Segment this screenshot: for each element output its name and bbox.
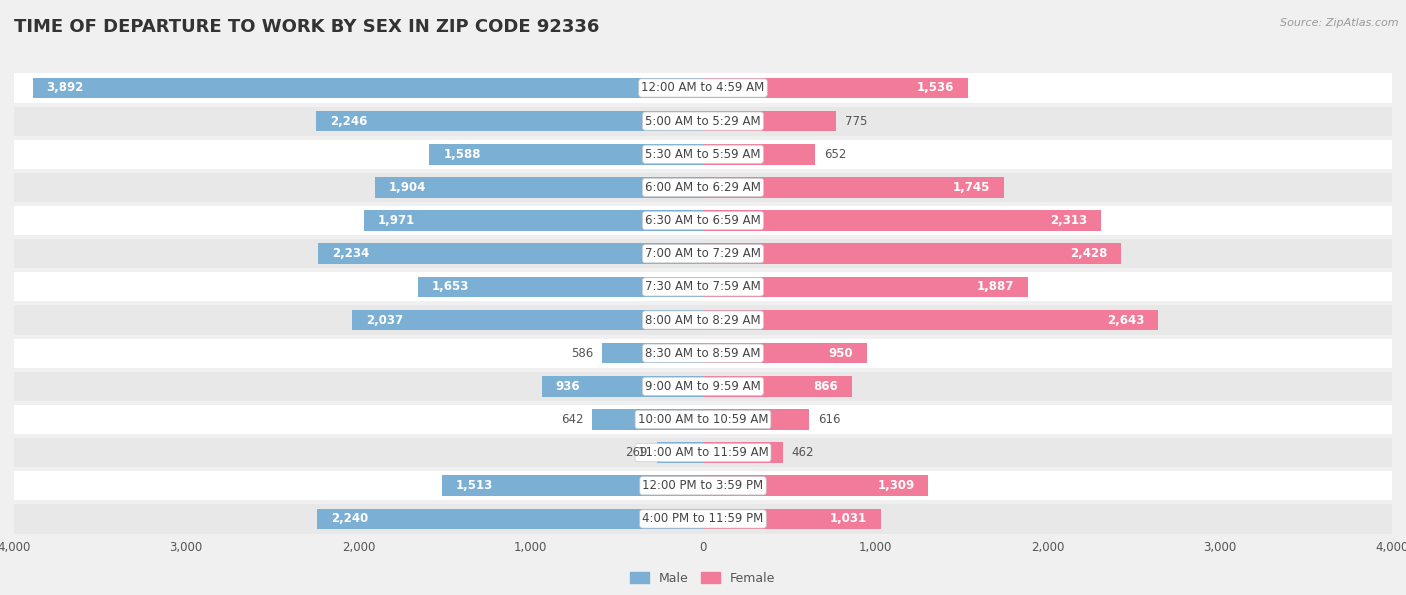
Bar [14, 173, 1392, 202]
Text: 2,313: 2,313 [1050, 214, 1088, 227]
Bar [14, 405, 1392, 434]
Text: 11:00 AM to 11:59 AM: 11:00 AM to 11:59 AM [638, 446, 768, 459]
Bar [703, 509, 880, 529]
Text: 1,904: 1,904 [389, 181, 426, 194]
Text: 616: 616 [818, 413, 841, 426]
Text: 1,653: 1,653 [432, 280, 470, 293]
Text: 4:00 PM to 11:59 PM: 4:00 PM to 11:59 PM [643, 512, 763, 525]
Text: 586: 586 [571, 347, 593, 359]
Text: 269: 269 [626, 446, 648, 459]
Bar [364, 210, 703, 231]
Bar [703, 210, 1101, 231]
Text: 642: 642 [561, 413, 583, 426]
Bar [703, 243, 1121, 264]
Bar [316, 111, 703, 131]
Bar [703, 409, 808, 430]
Bar [703, 376, 852, 397]
Text: 8:00 AM to 8:29 AM: 8:00 AM to 8:29 AM [645, 314, 761, 327]
Bar [419, 277, 703, 297]
Bar [703, 177, 1004, 198]
Bar [657, 442, 703, 463]
Text: 1,971: 1,971 [377, 214, 415, 227]
Bar [703, 144, 815, 165]
Bar [14, 372, 1392, 401]
Bar [14, 305, 1392, 334]
Text: 3,892: 3,892 [46, 82, 84, 95]
Bar [602, 343, 703, 364]
Text: 7:30 AM to 7:59 AM: 7:30 AM to 7:59 AM [645, 280, 761, 293]
Text: 2,246: 2,246 [330, 115, 367, 127]
Text: 9:00 AM to 9:59 AM: 9:00 AM to 9:59 AM [645, 380, 761, 393]
Text: 462: 462 [792, 446, 814, 459]
Bar [14, 107, 1392, 136]
Text: 1,588: 1,588 [443, 148, 481, 161]
Bar [14, 73, 1392, 102]
Text: 1,536: 1,536 [917, 82, 953, 95]
Bar [14, 438, 1392, 467]
Text: 6:00 AM to 6:29 AM: 6:00 AM to 6:29 AM [645, 181, 761, 194]
Bar [14, 339, 1392, 368]
Bar [375, 177, 703, 198]
Text: 6:30 AM to 6:59 AM: 6:30 AM to 6:59 AM [645, 214, 761, 227]
Bar [703, 78, 967, 98]
Text: 652: 652 [824, 148, 846, 161]
Text: 12:00 PM to 3:59 PM: 12:00 PM to 3:59 PM [643, 480, 763, 492]
Text: Source: ZipAtlas.com: Source: ZipAtlas.com [1281, 18, 1399, 28]
Text: 1,309: 1,309 [877, 480, 915, 492]
Bar [703, 343, 866, 364]
Text: 2,234: 2,234 [332, 248, 370, 260]
Text: 2,643: 2,643 [1107, 314, 1144, 327]
Text: 1,513: 1,513 [456, 480, 494, 492]
Bar [32, 78, 703, 98]
Text: 12:00 AM to 4:59 AM: 12:00 AM to 4:59 AM [641, 82, 765, 95]
Bar [592, 409, 703, 430]
Bar [14, 206, 1392, 235]
Text: TIME OF DEPARTURE TO WORK BY SEX IN ZIP CODE 92336: TIME OF DEPARTURE TO WORK BY SEX IN ZIP … [14, 18, 599, 36]
Text: 7:00 AM to 7:29 AM: 7:00 AM to 7:29 AM [645, 248, 761, 260]
Legend: Male, Female: Male, Female [626, 566, 780, 590]
Text: 1,887: 1,887 [977, 280, 1014, 293]
Text: 2,240: 2,240 [330, 512, 368, 525]
Bar [703, 277, 1028, 297]
Bar [14, 140, 1392, 169]
Bar [703, 111, 837, 131]
Bar [14, 505, 1392, 534]
Text: 10:00 AM to 10:59 AM: 10:00 AM to 10:59 AM [638, 413, 768, 426]
Text: 1,745: 1,745 [952, 181, 990, 194]
Text: 936: 936 [555, 380, 581, 393]
Bar [443, 475, 703, 496]
Text: 2,037: 2,037 [366, 314, 404, 327]
Text: 5:00 AM to 5:29 AM: 5:00 AM to 5:29 AM [645, 115, 761, 127]
Text: 950: 950 [828, 347, 853, 359]
Bar [14, 273, 1392, 302]
Text: 866: 866 [814, 380, 838, 393]
Text: 5:30 AM to 5:59 AM: 5:30 AM to 5:59 AM [645, 148, 761, 161]
Text: 8:30 AM to 8:59 AM: 8:30 AM to 8:59 AM [645, 347, 761, 359]
Bar [703, 310, 1159, 330]
Bar [352, 310, 703, 330]
Bar [14, 239, 1392, 268]
Bar [318, 509, 703, 529]
Bar [14, 471, 1392, 500]
Bar [703, 442, 783, 463]
Text: 775: 775 [845, 115, 868, 127]
Bar [429, 144, 703, 165]
Text: 1,031: 1,031 [830, 512, 866, 525]
Bar [318, 243, 703, 264]
Bar [541, 376, 703, 397]
Bar [703, 475, 928, 496]
Text: 2,428: 2,428 [1070, 248, 1108, 260]
